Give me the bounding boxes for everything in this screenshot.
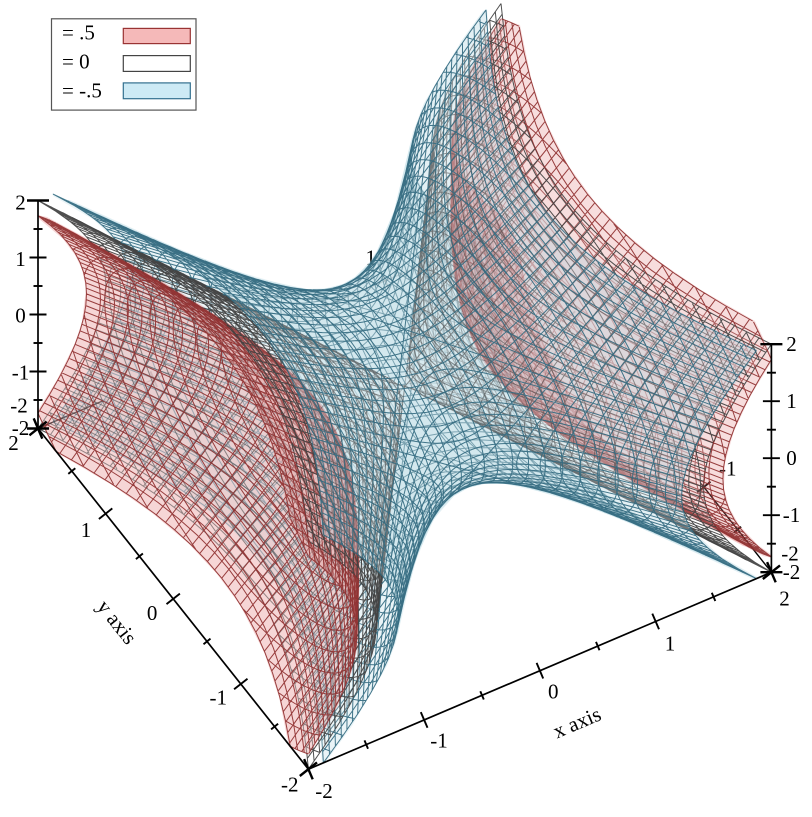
svg-text:-2: -2 <box>281 773 299 797</box>
svg-text:-2: -2 <box>315 779 333 803</box>
svg-text:-2: -2 <box>10 394 28 418</box>
svg-text:-1: -1 <box>430 729 448 753</box>
svg-text:= .5: = .5 <box>62 21 95 45</box>
svg-text:2: 2 <box>15 190 26 214</box>
svg-text:= -.5: = -.5 <box>62 79 102 103</box>
svg-text:1: 1 <box>786 389 797 413</box>
svg-text:2: 2 <box>786 332 797 356</box>
svg-text:-1: -1 <box>12 360 30 384</box>
svg-text:2: 2 <box>779 587 790 611</box>
svg-text:-2: -2 <box>12 416 30 440</box>
svg-text:-2: -2 <box>781 541 799 565</box>
svg-text:1: 1 <box>665 632 676 656</box>
svg-text:1: 1 <box>15 247 26 271</box>
svg-text:-2: -2 <box>783 560 801 584</box>
svg-text:0: 0 <box>786 446 797 470</box>
svg-text:-1: -1 <box>783 503 801 527</box>
svg-text:0: 0 <box>147 601 158 625</box>
svg-text:1: 1 <box>365 246 376 270</box>
svg-text:-1: -1 <box>210 686 228 710</box>
svg-text:1: 1 <box>81 518 92 542</box>
svg-text:2: 2 <box>8 431 19 455</box>
svg-text:= 0: = 0 <box>62 50 90 74</box>
svg-text:0: 0 <box>15 304 26 328</box>
svg-text:0: 0 <box>548 679 559 703</box>
